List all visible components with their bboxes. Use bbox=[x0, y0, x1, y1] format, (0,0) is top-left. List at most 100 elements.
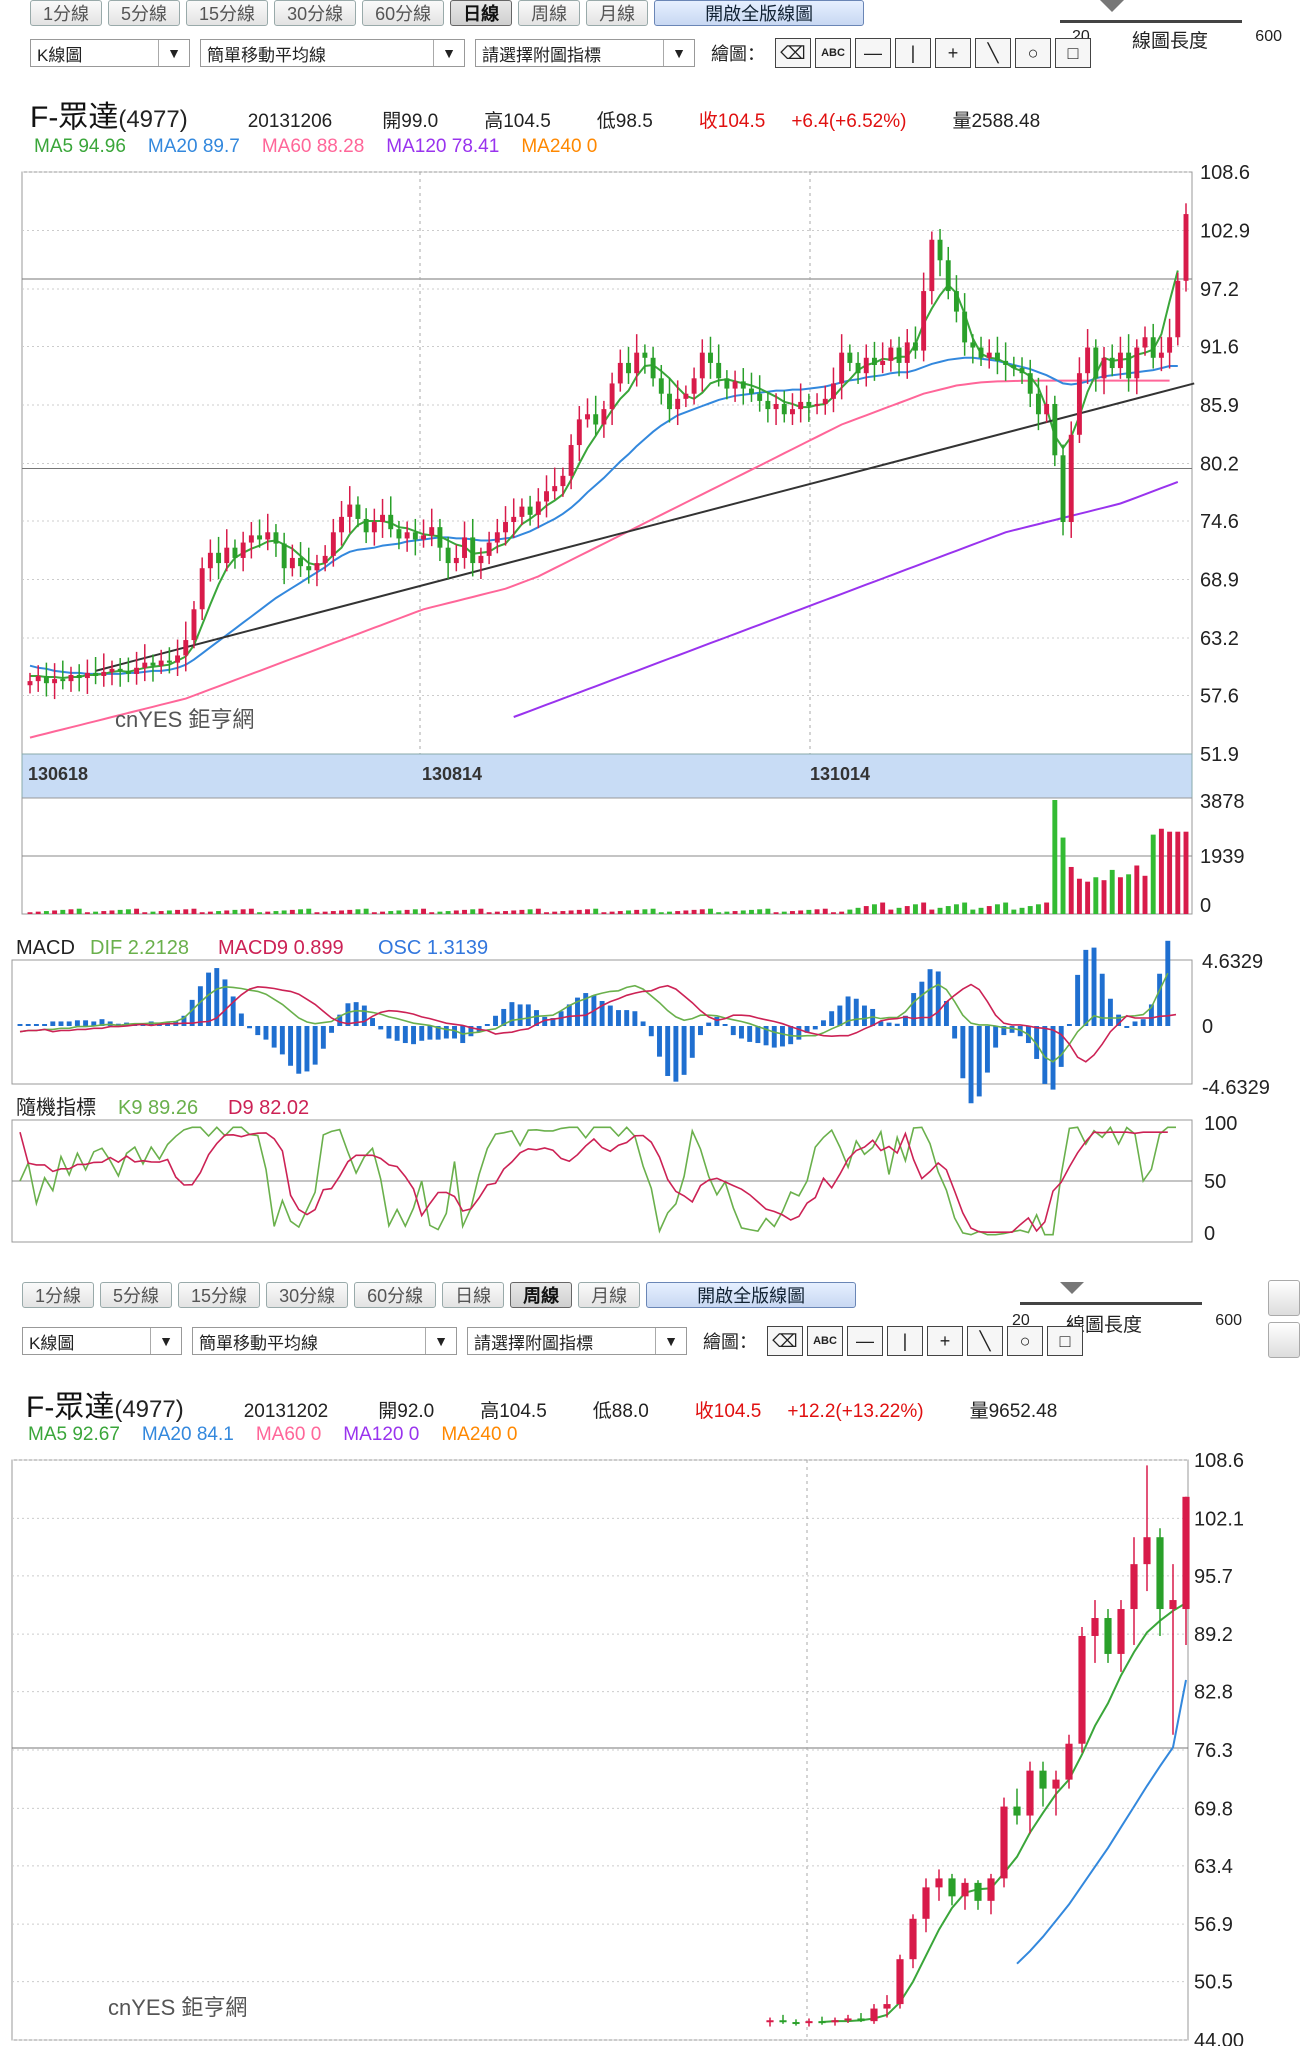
macd-label: MACD bbox=[16, 937, 75, 959]
tab-60min[interactable]: 60分線 bbox=[362, 0, 445, 26]
candle-body bbox=[658, 378, 664, 394]
osc-bar bbox=[812, 1026, 818, 1030]
crosshair-icon[interactable]: + bbox=[935, 38, 971, 68]
volume-bar bbox=[503, 911, 508, 914]
volume-bar bbox=[68, 909, 74, 914]
volume-bar bbox=[683, 910, 689, 914]
horizontal-line-icon[interactable]: — bbox=[847, 1326, 883, 1356]
osc-bar bbox=[575, 997, 580, 1026]
abc-text-icon[interactable]: ABC bbox=[815, 38, 851, 68]
crosshair-icon[interactable]: + bbox=[927, 1326, 963, 1356]
tab-15min[interactable]: 15分線 bbox=[186, 0, 269, 26]
volume-bar bbox=[773, 912, 779, 914]
osc-bar bbox=[861, 1005, 867, 1026]
tab-30min[interactable]: 30分線 bbox=[266, 1282, 349, 1308]
open-full-chart-button[interactable]: 開啟全版線圖 bbox=[654, 0, 865, 26]
tab-1min[interactable]: 1分線 bbox=[30, 0, 103, 26]
length-slider-track[interactable] bbox=[1020, 1296, 1202, 1305]
length-slider-track[interactable] bbox=[1060, 14, 1242, 23]
tab-5min[interactable]: 5分線 bbox=[100, 1282, 173, 1308]
kd-label: 隨機指標 bbox=[16, 1096, 96, 1119]
candle-body bbox=[593, 414, 599, 425]
daily-candlestick-chart[interactable]: 108.6 102.9 97.2 91.6 85.9 80.2 74.6 68.9 63.2 57… bbox=[0, 0, 1302, 1250]
volume-bar bbox=[1101, 880, 1107, 914]
candle-body bbox=[1117, 352, 1123, 369]
candle-body bbox=[158, 660, 164, 666]
vertical-line-icon[interactable]: | bbox=[887, 1326, 923, 1356]
osc-bar bbox=[1157, 973, 1163, 1026]
open-full-chart-button[interactable]: 開啟全版線圖 bbox=[646, 1282, 857, 1308]
tab-monthly[interactable]: 月線 bbox=[586, 0, 649, 26]
length-slider-thumb[interactable] bbox=[1060, 1282, 1084, 1294]
eraser-icon[interactable]: ⌫ bbox=[767, 1326, 803, 1356]
chart-type-select[interactable]: K線圖 ▼ bbox=[30, 39, 190, 67]
tab-monthly[interactable]: 月線 bbox=[578, 1282, 641, 1308]
volume-bar bbox=[847, 909, 853, 914]
abc-text-icon[interactable]: ABC bbox=[807, 1326, 843, 1356]
print-icon[interactable] bbox=[1268, 1280, 1300, 1316]
candle-body bbox=[863, 357, 869, 374]
tab-60min[interactable]: 60分線 bbox=[354, 1282, 437, 1308]
volume-bar bbox=[199, 912, 205, 914]
indicator-select[interactable]: 請選擇附圖指標 ▼ bbox=[467, 1327, 687, 1355]
candle-body bbox=[388, 514, 394, 530]
circle-icon[interactable]: ○ bbox=[1015, 38, 1051, 68]
osc-bar bbox=[894, 1023, 900, 1026]
volume-tick-label: 0 bbox=[1200, 895, 1211, 917]
volume-bar bbox=[749, 909, 754, 914]
eraser-icon[interactable]: ⌫ bbox=[775, 38, 811, 68]
volume-bar bbox=[552, 911, 558, 914]
weekly-candlestick-chart[interactable]: 108.6 102.1 95.7 89.2 82.8 76.3 69.8 63.4 56.9 50… bbox=[0, 1270, 1302, 2046]
length-slider-thumb[interactable] bbox=[1100, 0, 1124, 12]
tab-15min[interactable]: 15分線 bbox=[178, 1282, 261, 1308]
mail-icon[interactable] bbox=[1268, 1322, 1300, 1358]
candle-body bbox=[511, 516, 517, 523]
volume-bar bbox=[191, 908, 197, 914]
diagonal-line-icon[interactable]: ╲ bbox=[975, 38, 1011, 68]
volume-bar bbox=[626, 910, 631, 914]
chevron-down-icon: ▼ bbox=[663, 40, 694, 66]
candle-body bbox=[781, 403, 787, 415]
osc-bar bbox=[1148, 1004, 1154, 1026]
price-tick-label: 82.8 bbox=[1194, 1682, 1233, 1704]
volume-bar bbox=[593, 908, 599, 914]
ma-type-select[interactable]: 簡單移動平均線 ▼ bbox=[200, 39, 465, 67]
chart-type-select[interactable]: K線圖 ▼ bbox=[22, 1327, 182, 1355]
horizontal-line-icon[interactable]: — bbox=[855, 38, 891, 68]
volume-bar bbox=[175, 909, 181, 914]
chart-length-slider[interactable]: 20 線圖長度 600 bbox=[1012, 1282, 1242, 1336]
quote-date: 20131202 bbox=[243, 1401, 329, 1422]
tab-1min[interactable]: 1分線 bbox=[22, 1282, 95, 1308]
rectangle-icon[interactable]: □ bbox=[1055, 38, 1091, 68]
candle-body bbox=[708, 352, 713, 363]
tab-daily[interactable]: 日線 bbox=[450, 0, 513, 26]
candle-body bbox=[935, 1878, 943, 1888]
diagonal-line-icon[interactable]: ╲ bbox=[967, 1326, 1003, 1356]
candle-body bbox=[792, 2022, 800, 2025]
osc-bar bbox=[255, 1026, 261, 1036]
osc-bar bbox=[427, 1026, 433, 1040]
vertical-line-icon[interactable]: | bbox=[895, 38, 931, 68]
osc-bar bbox=[673, 1026, 679, 1082]
k9-label: K9 89.26 bbox=[118, 1097, 198, 1119]
macd9-label: MACD9 0.899 bbox=[218, 937, 344, 959]
candle-body bbox=[1093, 347, 1099, 379]
osc-bar bbox=[730, 1026, 736, 1036]
tab-daily[interactable]: 日線 bbox=[442, 1282, 505, 1308]
volume-bar bbox=[888, 909, 894, 914]
tab-5min[interactable]: 5分線 bbox=[108, 0, 181, 26]
tab-weekly[interactable]: 周線 bbox=[510, 1282, 573, 1308]
tab-30min[interactable]: 30分線 bbox=[274, 0, 357, 26]
tab-weekly[interactable]: 周線 bbox=[518, 0, 581, 26]
candle-body bbox=[347, 504, 353, 517]
candle-body bbox=[1130, 1564, 1138, 1610]
circle-icon[interactable]: ○ bbox=[1007, 1326, 1043, 1356]
indicator-select[interactable]: 請選擇附圖指標 ▼ bbox=[475, 39, 695, 67]
ma-type-select[interactable]: 簡單移動平均線 ▼ bbox=[192, 1327, 457, 1355]
chart-length-slider[interactable]: 20 線圖長度 600 bbox=[1052, 0, 1282, 52]
candle-body bbox=[306, 566, 312, 571]
volume-bar bbox=[470, 909, 476, 914]
rectangle-icon[interactable]: □ bbox=[1047, 1326, 1083, 1356]
candle-body bbox=[330, 532, 336, 556]
candle-body bbox=[929, 239, 935, 292]
